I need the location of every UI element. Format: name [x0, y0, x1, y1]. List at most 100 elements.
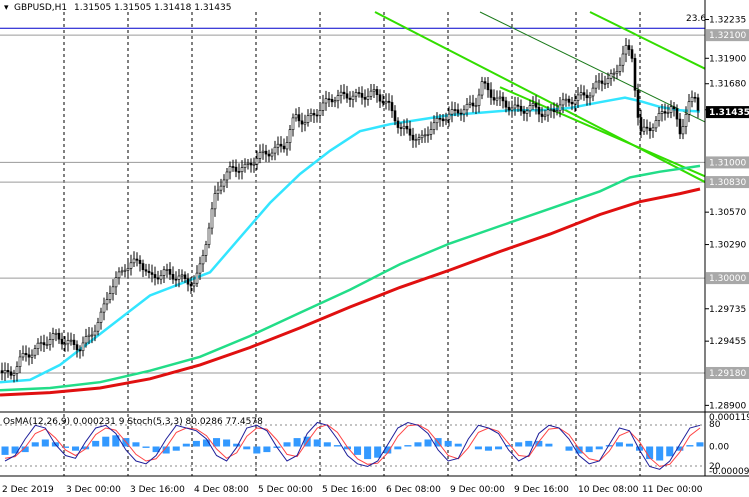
candle-body — [690, 96, 694, 103]
osma-bar — [243, 446, 251, 450]
candle-body — [564, 98, 568, 101]
candle-body — [39, 342, 43, 344]
candle-body — [240, 167, 244, 172]
candle-body — [366, 95, 370, 100]
candle-body — [156, 277, 160, 280]
candle-body — [138, 259, 142, 264]
candle-body — [312, 113, 316, 116]
osma-bar — [394, 446, 402, 450]
osma-bar — [172, 446, 180, 451]
candle-body — [81, 342, 85, 352]
candle-body — [510, 107, 514, 111]
candle-body — [90, 334, 94, 337]
candle-body — [327, 98, 331, 101]
time-label: 3 Dec 00:00 — [66, 485, 121, 495]
candle-body — [126, 268, 130, 271]
candle-body — [324, 98, 328, 104]
osma-bar — [293, 438, 301, 447]
candle-body — [429, 129, 433, 135]
candle-body — [120, 270, 124, 273]
price-series — [0, 11, 706, 397]
candle-body — [651, 127, 655, 132]
candle-body — [315, 114, 319, 117]
time-label: 5 Dec 16:00 — [322, 485, 377, 495]
osma-bar — [233, 443, 241, 447]
candle-body — [300, 120, 304, 125]
candle-body — [621, 53, 625, 66]
osma-bar — [364, 446, 372, 460]
osma-bar — [223, 439, 231, 447]
candle-body — [399, 127, 403, 129]
candle-body — [693, 96, 697, 99]
osma-bar — [585, 446, 593, 453]
osma-bar — [575, 446, 583, 454]
indicator-axis-label: 0.0001193 — [709, 413, 749, 423]
candle-body — [363, 97, 367, 100]
osma-bar — [676, 446, 684, 451]
candle-body — [426, 134, 430, 136]
candle-body — [243, 163, 247, 168]
candle-body — [606, 78, 610, 84]
candle-body — [555, 110, 559, 113]
candle-body — [387, 100, 391, 103]
candle-body — [63, 343, 67, 346]
candle-body — [453, 109, 457, 111]
candle-body — [630, 49, 634, 59]
osma-bar — [333, 445, 341, 447]
candle-body — [579, 92, 583, 96]
price-tick-label: 1.32235 — [709, 16, 746, 26]
osma-bar — [565, 446, 573, 451]
trend-line — [479, 11, 706, 123]
candle-body — [519, 105, 523, 112]
ema-slow-line — [0, 187, 701, 397]
candle-body — [276, 143, 280, 148]
price-tick-label: 1.30290 — [709, 241, 746, 251]
candle-body — [45, 344, 49, 346]
candle-body — [648, 127, 652, 132]
candle-body — [585, 94, 589, 99]
candle-body — [102, 303, 106, 313]
price-tick-label: 1.28900 — [709, 401, 746, 411]
candle-body — [696, 97, 700, 111]
price-tick-label: 1.29455 — [709, 337, 746, 347]
candle-body — [345, 93, 349, 99]
candle-body — [174, 278, 178, 281]
osma-bar — [112, 435, 120, 447]
level-tag — [706, 366, 749, 379]
osma-bar — [31, 442, 39, 447]
stoch-main-line — [4, 421, 701, 470]
candle-body — [561, 99, 565, 106]
candle-body — [195, 272, 199, 284]
candle-body — [477, 94, 481, 106]
candle-body — [465, 104, 469, 111]
symbol-icon: ▾ — [4, 3, 9, 13]
candle-body — [417, 137, 421, 140]
candle-body — [3, 370, 7, 374]
candle-body — [264, 150, 268, 155]
candle-body — [687, 101, 691, 115]
candle-body — [231, 166, 235, 168]
candle-body — [249, 162, 253, 166]
candle-body — [114, 277, 118, 288]
candle-body — [12, 373, 16, 376]
candle-body — [279, 143, 283, 147]
candle-body — [531, 103, 535, 106]
candle-body — [636, 89, 640, 118]
osma-bar — [535, 440, 543, 447]
osma-bar — [11, 446, 19, 454]
level-tag — [706, 176, 749, 189]
candle-body — [597, 80, 601, 83]
candle-body — [15, 366, 19, 374]
candle-body — [516, 104, 520, 107]
candle-body — [483, 81, 487, 84]
candle-body — [177, 275, 181, 280]
grid — [63, 12, 641, 476]
candle-body — [600, 80, 604, 84]
candle-body — [360, 93, 364, 98]
candle-body — [285, 142, 289, 150]
candle-body — [216, 189, 220, 194]
stoch-signal-line — [4, 424, 701, 468]
level-tag-label: 1.30830 — [709, 178, 746, 188]
osma-bar — [404, 445, 412, 447]
